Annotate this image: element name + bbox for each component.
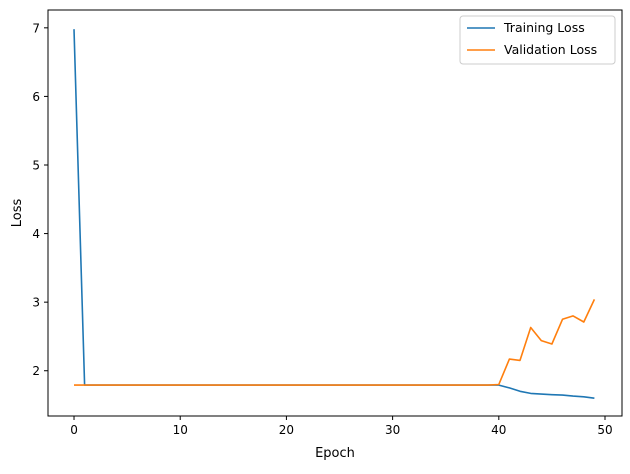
x-tick-label: 30 [385,423,400,437]
y-tick-label: 5 [32,158,40,172]
legend: Training Loss Validation Loss [459,15,616,65]
legend-label-validation: Validation Loss [504,42,597,57]
y-axis-label: Loss [10,199,25,228]
series-line-0 [73,29,595,399]
y-axis: 2 3 4 5 6 7 [32,21,48,378]
legend-box [459,15,616,65]
y-tick-label: 7 [32,21,40,35]
series-lines [73,29,596,399]
plot-frame [47,9,623,417]
x-tick-label: 10 [173,423,188,437]
x-tick-label: 50 [597,423,612,437]
y-tick-label: 4 [32,227,40,241]
x-axis-label: Epoch [315,446,355,461]
x-tick-label: 40 [491,423,506,437]
y-tick-label: 2 [32,364,40,378]
x-axis: 0 10 20 30 40 50 [70,416,613,437]
x-tick-label: 0 [70,423,78,437]
y-tick-label: 3 [32,296,40,310]
legend-label-training: Training Loss [503,20,585,35]
y-tick-label: 6 [32,90,40,104]
x-tick-label: 20 [279,423,294,437]
series-line-1 [74,299,596,386]
